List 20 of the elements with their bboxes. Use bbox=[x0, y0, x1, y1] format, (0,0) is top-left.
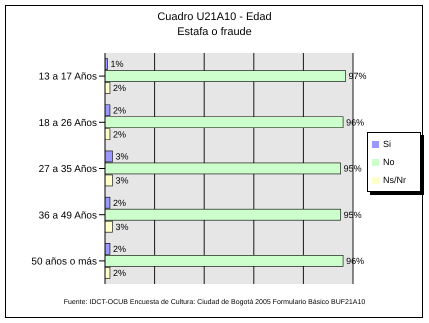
data-label: 2% bbox=[112, 244, 126, 254]
data-label: 3% bbox=[115, 222, 128, 232]
legend-label: Ns/Nr bbox=[383, 174, 406, 184]
y-tick-label: 50 años o más bbox=[31, 256, 97, 268]
data-label: 1% bbox=[110, 59, 124, 70]
y-tick-label: 13 a 17 Años bbox=[38, 72, 97, 83]
data-label: 3% bbox=[115, 176, 128, 186]
data-label: 2% bbox=[112, 268, 126, 278]
data-label: 2% bbox=[112, 83, 126, 94]
chart-title: Cuadro U21A10 - Edad bbox=[156, 10, 273, 25]
y-tick-label: 27 a 35 Años bbox=[38, 164, 97, 176]
legend-label: Si bbox=[383, 138, 392, 148]
legend-label: No bbox=[383, 156, 395, 166]
data-label: 3% bbox=[115, 152, 128, 162]
data-label: 2% bbox=[112, 105, 126, 116]
data-label: 2% bbox=[112, 198, 126, 208]
y-tick-label: 36 a 49 Años bbox=[38, 210, 97, 222]
y-tick-label: 18 a 26 Años bbox=[38, 118, 97, 129]
chart-subtitle: Estafa o fraude bbox=[176, 25, 253, 40]
data-label: 2% bbox=[112, 129, 126, 140]
